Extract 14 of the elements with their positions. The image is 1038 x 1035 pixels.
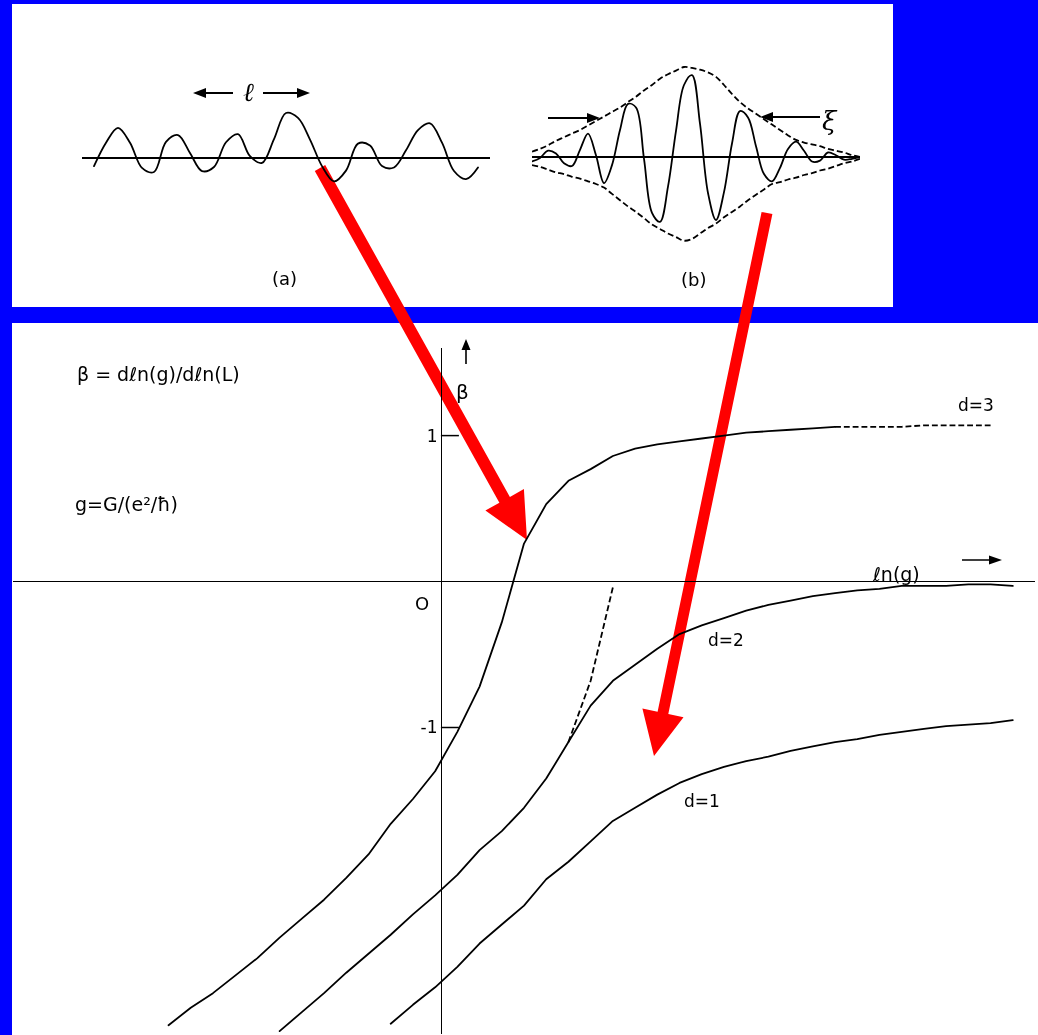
series-label: d=2 (708, 630, 744, 650)
series-label: d=3 (958, 395, 994, 415)
y-axis-title: β (456, 380, 469, 404)
text: (a) (272, 268, 298, 289)
annotation: O (415, 593, 430, 614)
annotation: ξ (822, 106, 838, 136)
annotation: β = dℓn(g)/dℓn(L) (77, 363, 240, 385)
x-axis-title: ℓn(g) (872, 563, 920, 585)
series-label: d=1 (684, 791, 720, 811)
text: ℓ (243, 77, 254, 107)
y-tick-label: 1 (426, 425, 438, 446)
annotation: g=G/(e²/ħ) (75, 493, 178, 515)
y-tick-label: -1 (420, 717, 438, 738)
text: (b) (681, 269, 707, 290)
